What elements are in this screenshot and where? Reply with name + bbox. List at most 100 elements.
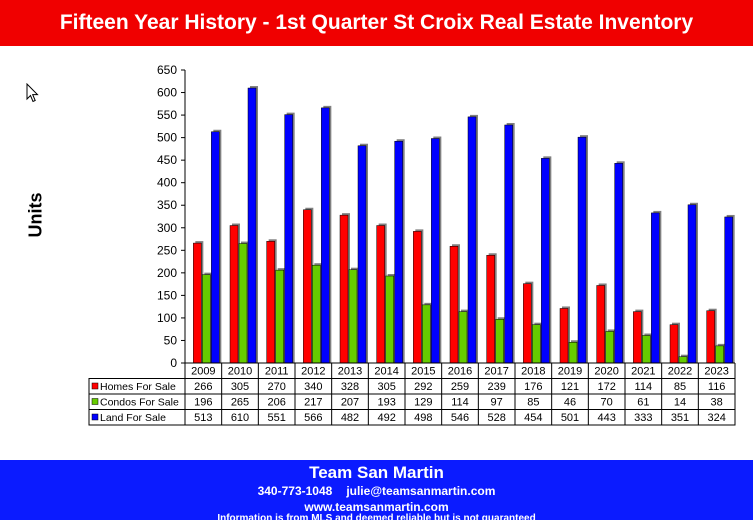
x-tick-label: 2016 — [448, 366, 472, 378]
y-tick-label: 550 — [157, 108, 177, 122]
footer-disclaimer: Information is from MLS and deemed relia… — [217, 513, 536, 520]
data-table-value: 498 — [414, 412, 432, 424]
x-tick-label: 2015 — [411, 366, 435, 378]
y-tick-label: 650 — [157, 63, 177, 77]
data-table-value: 265 — [231, 397, 249, 409]
chart-title-bar: Fifteen Year History - 1st Quarter St Cr… — [0, 0, 753, 46]
y-tick-label: 150 — [157, 288, 177, 302]
bar-land-for-sale — [651, 212, 660, 364]
footer-website[interactable]: www.teamsanmartin.com — [304, 500, 449, 514]
data-table-value: 305 — [231, 381, 249, 393]
y-tick-label: 350 — [157, 198, 177, 212]
bar-homes-for-sale — [339, 214, 349, 364]
bar-homes-for-sale — [486, 255, 495, 364]
mouse-cursor-icon — [26, 83, 39, 103]
bar-homes-for-sale — [303, 209, 312, 364]
data-table-value: 340 — [304, 381, 322, 393]
x-tick-label: 2012 — [301, 366, 325, 378]
y-tick-label: 0 — [170, 356, 177, 370]
bar-land-for-sale — [394, 140, 403, 364]
bar-condos-for-sale — [458, 311, 468, 364]
x-tick-label: 2022 — [668, 366, 692, 378]
bar-condos-for-sale — [532, 324, 541, 364]
data-table-value: 443 — [597, 412, 615, 424]
bar-land-for-sale — [687, 204, 697, 364]
x-tick-label: 2021 — [631, 366, 655, 378]
bar-land-for-sale — [724, 216, 733, 364]
data-table-value: 513 — [194, 412, 212, 424]
bar-land-for-sale — [431, 138, 440, 364]
y-tick-label: 500 — [157, 131, 177, 145]
footer-phone: 340-773-1048 — [257, 484, 333, 498]
data-table-value: 14 — [674, 397, 686, 409]
bar-condos-for-sale — [385, 275, 394, 364]
x-tick-label: 2017 — [484, 366, 508, 378]
legend-swatch — [91, 413, 99, 421]
x-tick-label: 2011 — [265, 366, 289, 378]
y-tick-label: 250 — [157, 243, 177, 257]
data-table-value: 196 — [194, 397, 212, 409]
bar-condos-for-sale — [422, 304, 431, 364]
legend-label: Land For Sale — [100, 412, 166, 424]
bar-land-for-sale — [211, 131, 220, 364]
bar-condos-for-sale — [642, 335, 651, 364]
y-tick-label: 200 — [157, 266, 177, 280]
x-tick-label: 2018 — [521, 366, 545, 378]
footer-company-name: Team San Martin — [309, 463, 444, 482]
bar-condos-for-sale — [275, 269, 284, 364]
bar-homes-for-sale — [413, 231, 422, 364]
data-table-value: 46 — [564, 397, 576, 409]
bar-land-for-sale — [284, 114, 293, 364]
data-table-value: 324 — [707, 412, 725, 424]
y-tick-label: 600 — [157, 86, 177, 100]
bar-homes-for-sale — [596, 285, 605, 364]
bar-condos-for-sale — [715, 345, 724, 364]
data-table-value: 454 — [524, 412, 542, 424]
data-table-value: 121 — [561, 381, 579, 393]
bar-homes-for-sale — [376, 225, 385, 364]
bar-land-for-sale — [504, 124, 513, 364]
x-tick-label: 2023 — [704, 366, 728, 378]
bar-chart: 0 50 100 150 200 250 300 350 400 450 500 550 600 650 2… — [88, 63, 736, 426]
bar-land-for-sale — [321, 107, 330, 364]
bar-land-for-sale — [614, 163, 623, 364]
bar-condos-for-sale — [568, 342, 578, 364]
bar-land-for-sale — [247, 87, 257, 364]
data-table-value: 305 — [377, 381, 395, 393]
x-tick-label: 2010 — [228, 366, 252, 378]
data-table-value: 333 — [634, 412, 652, 424]
data-table-value: 61 — [637, 397, 649, 409]
bar-homes-for-sale — [633, 311, 642, 364]
bar-condos-for-sale — [495, 319, 504, 364]
data-table-value: 85 — [674, 381, 686, 393]
data-table-value: 270 — [267, 381, 285, 393]
data-table-value: 292 — [414, 381, 432, 393]
data-table-value: 114 — [635, 381, 653, 393]
data-table-value: 259 — [451, 381, 469, 393]
data-table-value: 172 — [597, 381, 615, 393]
data-table-value: 351 — [671, 412, 689, 424]
data-table-value: 501 — [561, 412, 579, 424]
legend-label: Condos For Sale — [100, 397, 179, 409]
data-table-value: 207 — [341, 397, 359, 409]
x-tick-label: 2020 — [594, 366, 618, 378]
data-table-value: 239 — [487, 381, 505, 393]
bar-condos-for-sale — [202, 274, 211, 364]
bar-condos-for-sale — [312, 264, 321, 364]
data-table-value: 176 — [524, 381, 542, 393]
data-table-value: 566 — [304, 412, 322, 424]
footer-banner: Team San Martin 340-773-1048 julie@teamsa… — [0, 460, 753, 520]
x-tick-label: 2013 — [338, 366, 362, 378]
data-table-value: 97 — [491, 397, 503, 409]
bar-homes-for-sale — [559, 308, 569, 364]
bar-homes-for-sale — [193, 242, 202, 364]
footer-email[interactable]: julie@teamsanmartin.com — [346, 484, 496, 498]
bar-land-for-sale — [357, 145, 367, 364]
x-tick-label: 2014 — [374, 366, 398, 378]
footer-contact-line: 340-773-1048 julie@teamsanmartin.com — [0, 483, 753, 499]
data-table-value: 85 — [527, 397, 539, 409]
data-table-value: 546 — [451, 412, 469, 424]
bar-homes-for-sale — [706, 310, 715, 364]
bar-homes-for-sale — [669, 324, 679, 364]
bar-condos-for-sale — [678, 356, 688, 364]
